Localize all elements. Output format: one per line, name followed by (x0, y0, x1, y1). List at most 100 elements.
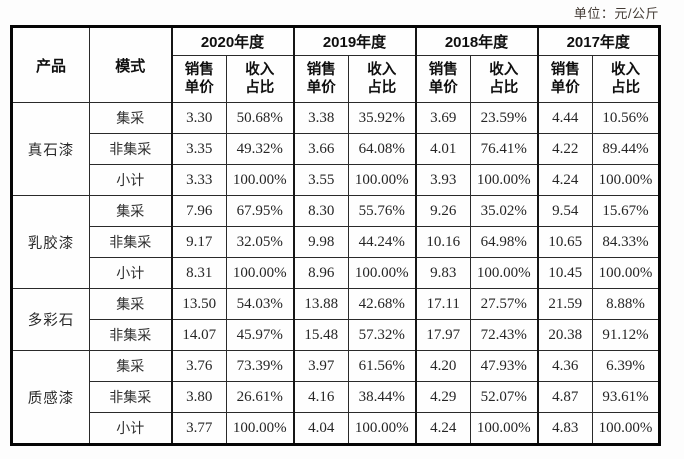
value-cell: 3.93 (414, 164, 471, 196)
value-cell: 64.08% (348, 133, 416, 165)
value-cell: 100.00% (226, 164, 294, 196)
value-cell: 4.29 (414, 381, 471, 413)
value-cell: 4.24 (414, 412, 471, 445)
value-cell: 93.61% (592, 381, 660, 413)
value-cell: 35.02% (470, 195, 538, 227)
value-cell: 4.04 (292, 412, 349, 445)
header-price-2018: 销售 单价 (414, 55, 471, 103)
value-cell: 100.00% (592, 164, 660, 196)
value-cell: 9.83 (414, 257, 471, 289)
value-cell: 4.24 (536, 164, 593, 196)
value-cell: 50.68% (226, 102, 294, 134)
value-cell: 3.80 (170, 381, 227, 413)
value-cell: 14.07 (170, 319, 227, 351)
value-cell: 4.83 (536, 412, 593, 445)
value-cell: 8.88% (592, 288, 660, 320)
value-cell: 42.68% (348, 288, 416, 320)
table-row: 小计 3.33 100.00% 3.55 100.00% 3.93 100.00… (12, 164, 660, 196)
value-cell: 3.66 (292, 133, 349, 165)
product-cell: 乳胶漆 (11, 195, 90, 289)
value-cell: 3.97 (292, 350, 349, 382)
table-row: 非集采 3.35 49.32% 3.66 64.08% 4.01 76.41% … (12, 133, 660, 165)
header-year-2020: 2020年度 (170, 26, 294, 56)
header-share-2018: 收入 占比 (470, 55, 538, 103)
value-cell: 3.55 (292, 164, 349, 196)
value-cell: 100.00% (348, 164, 416, 196)
header-year-2017: 2017年度 (536, 26, 660, 56)
value-cell: 9.54 (536, 195, 593, 227)
value-cell: 17.97 (414, 319, 471, 351)
mode-cell: 非集采 (89, 319, 172, 351)
value-cell: 4.22 (536, 133, 593, 165)
value-cell: 20.38 (536, 319, 593, 351)
unit-label: 单位：元/公斤 (573, 6, 659, 21)
value-cell: 3.30 (170, 102, 227, 134)
mode-cell: 小计 (89, 412, 172, 445)
table-row: 非集采 3.80 26.61% 4.16 38.44% 4.29 52.07% … (12, 381, 660, 413)
value-cell: 49.32% (226, 133, 294, 165)
value-cell: 4.44 (536, 102, 593, 134)
product-cell: 真石漆 (11, 102, 90, 196)
value-cell: 100.00% (470, 257, 538, 289)
value-cell: 72.43% (470, 319, 538, 351)
value-cell: 6.39% (592, 350, 660, 382)
value-cell: 64.98% (470, 226, 538, 258)
value-cell: 10.45 (536, 257, 593, 289)
value-cell: 100.00% (592, 412, 660, 445)
value-cell: 38.44% (348, 381, 416, 413)
header-price-2020: 销售 单价 (170, 55, 227, 103)
table-row: 非集采 9.17 32.05% 9.98 44.24% 10.16 64.98%… (12, 226, 660, 258)
value-cell: 4.20 (414, 350, 471, 382)
value-cell: 57.32% (348, 319, 416, 351)
value-cell: 9.98 (292, 226, 349, 258)
table-row: 质感漆 集采 3.76 73.39% 3.97 61.56% 4.20 47.9… (11, 350, 660, 445)
header-year-2019: 2019年度 (292, 26, 416, 56)
value-cell: 44.24% (348, 226, 416, 258)
header-mode: 模式 (89, 26, 172, 103)
value-cell: 76.41% (470, 133, 538, 165)
value-cell: 100.00% (348, 257, 416, 289)
mode-cell: 非集采 (89, 133, 172, 165)
pricing-table: 产品 模式 2020年度 2019年度 2018年度 2017年度 销售 单价 … (10, 25, 661, 446)
value-cell: 8.30 (292, 195, 349, 227)
header-share-2017: 收入 占比 (592, 55, 660, 103)
table-row: 多彩石 集采 13.50 54.03% 13.88 42.68% 17.11 2… (11, 288, 660, 351)
value-cell: 15.67% (592, 195, 660, 227)
value-cell: 13.50 (170, 288, 227, 320)
mode-cell: 非集采 (89, 226, 172, 258)
value-cell: 3.33 (170, 164, 227, 196)
value-cell: 3.69 (414, 102, 471, 134)
value-cell: 9.26 (414, 195, 471, 227)
header-price-2017: 销售 单价 (536, 55, 593, 103)
table-row: 乳胶漆 集采 7.96 67.95% 8.30 55.76% 9.26 35.0… (11, 195, 660, 289)
mode-cell: 集采 (89, 195, 172, 227)
header-share-2020: 收入 占比 (226, 55, 294, 103)
value-cell: 45.97% (226, 319, 294, 351)
value-cell: 17.11 (414, 288, 471, 320)
value-cell: 4.01 (414, 133, 471, 165)
mode-cell: 集采 (89, 102, 172, 134)
value-cell: 91.12% (592, 319, 660, 351)
value-cell: 27.57% (470, 288, 538, 320)
value-cell: 52.07% (470, 381, 538, 413)
value-cell: 67.95% (226, 195, 294, 227)
value-cell: 3.77 (170, 412, 227, 445)
value-cell: 100.00% (470, 164, 538, 196)
value-cell: 73.39% (226, 350, 294, 382)
mode-cell: 非集采 (89, 381, 172, 413)
value-cell: 100.00% (348, 412, 416, 445)
value-cell: 3.76 (170, 350, 227, 382)
value-cell: 54.03% (226, 288, 294, 320)
mode-cell: 集采 (89, 288, 172, 320)
table-row: 真石漆 集采 3.30 50.68% 3.38 35.92% 3.69 23.5… (11, 102, 660, 196)
value-cell: 9.17 (170, 226, 227, 258)
mode-cell: 集采 (89, 350, 172, 382)
value-cell: 8.31 (170, 257, 227, 289)
header-product: 产品 (11, 26, 90, 103)
value-cell: 100.00% (470, 412, 538, 445)
table-row: 小计 8.31 100.00% 8.96 100.00% 9.83 100.00… (12, 257, 660, 289)
value-cell: 13.88 (292, 288, 349, 320)
header-row-metrics: 销售 单价 收入 占比 销售 单价 收入 占比 销售 单价 收入 占比 销售 单… (12, 55, 660, 103)
value-cell: 89.44% (592, 133, 660, 165)
product-cell: 质感漆 (11, 350, 90, 445)
